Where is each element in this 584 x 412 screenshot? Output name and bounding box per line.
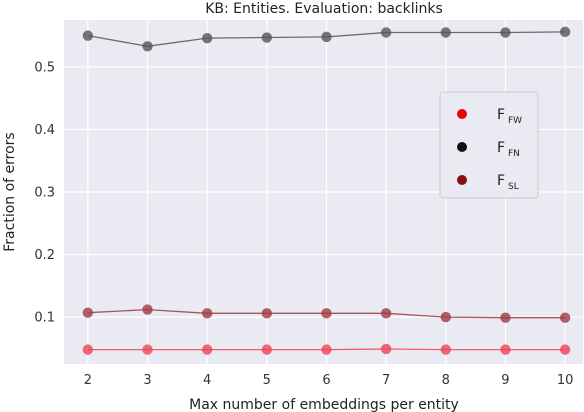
data-point-fw (500, 344, 511, 355)
y-tick-label: 0.4 (34, 123, 55, 138)
legend-subscript-sl: SL (508, 182, 519, 192)
legend-marker-sl (457, 175, 467, 185)
data-point-sl (201, 308, 213, 319)
y-tick-label: 0.2 (34, 248, 55, 263)
legend-marker-fn (457, 142, 467, 152)
y-axis-ticks: 0.1 0.2 0.3 0.4 0.5 (34, 60, 55, 325)
data-point-sl (500, 312, 511, 323)
data-point-sl (142, 304, 153, 315)
legend-items: F FWF FNF SL (457, 107, 522, 192)
data-point-fn (500, 27, 511, 38)
x-tick-label: 7 (382, 373, 390, 388)
data-point-fw (440, 344, 451, 355)
legend-subscript-fn: FN (508, 149, 520, 159)
data-point-sl (321, 308, 332, 319)
series-sl (82, 304, 571, 323)
data-point-sl (82, 307, 94, 318)
x-tick-label: 5 (263, 373, 271, 388)
legend-marker-fw (457, 109, 467, 119)
legend-label-sl: F (497, 173, 505, 189)
data-point-fw (142, 344, 153, 355)
x-axis-title: Max number of embeddings per entity (189, 397, 459, 412)
legend-subscript-fw: FW (508, 116, 522, 126)
legend: F FWF FNF SL (439, 91, 539, 199)
grid (64, 20, 583, 364)
data-point-sl (559, 312, 571, 323)
data-point-sl (261, 308, 273, 319)
data-point-fn (380, 27, 392, 38)
x-tick-label: 3 (143, 373, 151, 388)
series-fn (82, 26, 571, 52)
y-tick-label: 0.5 (34, 60, 55, 75)
data-point-fn (321, 31, 332, 43)
series-fw (82, 343, 571, 355)
x-axis-ticks: 2 3 4 5 6 7 8 9 10 (84, 373, 574, 388)
series-layer (82, 26, 571, 355)
data-point-fn (201, 32, 213, 44)
data-point-fw (380, 343, 392, 355)
x-tick-label: 2 (84, 373, 92, 388)
x-tick-label: 9 (501, 373, 509, 388)
x-tick-label: 6 (322, 373, 330, 388)
data-point-sl (440, 311, 451, 323)
x-tick-label: 8 (442, 373, 450, 388)
data-point-fn (82, 30, 94, 41)
chart-title: KB: Entities. Evaluation: backlinks (205, 1, 443, 17)
data-point-fn (440, 27, 451, 38)
legend-box (439, 91, 539, 199)
data-point-fw (201, 344, 213, 355)
data-point-fn (261, 32, 273, 43)
x-tick-label: 10 (557, 373, 574, 388)
data-point-fw (321, 344, 332, 355)
data-point-fw (559, 344, 571, 355)
y-axis-title: Fraction of errors (2, 132, 18, 251)
x-tick-label: 4 (203, 373, 211, 388)
data-point-fn (142, 41, 153, 52)
data-point-fw (82, 344, 94, 355)
y-tick-label: 0.3 (34, 186, 55, 201)
legend-label-fn: F (497, 140, 505, 156)
data-point-fw (261, 344, 273, 355)
data-point-sl (380, 308, 392, 319)
data-point-fn (559, 26, 571, 38)
y-tick-label: 0.1 (34, 311, 55, 326)
legend-label-fw: F (497, 107, 505, 123)
